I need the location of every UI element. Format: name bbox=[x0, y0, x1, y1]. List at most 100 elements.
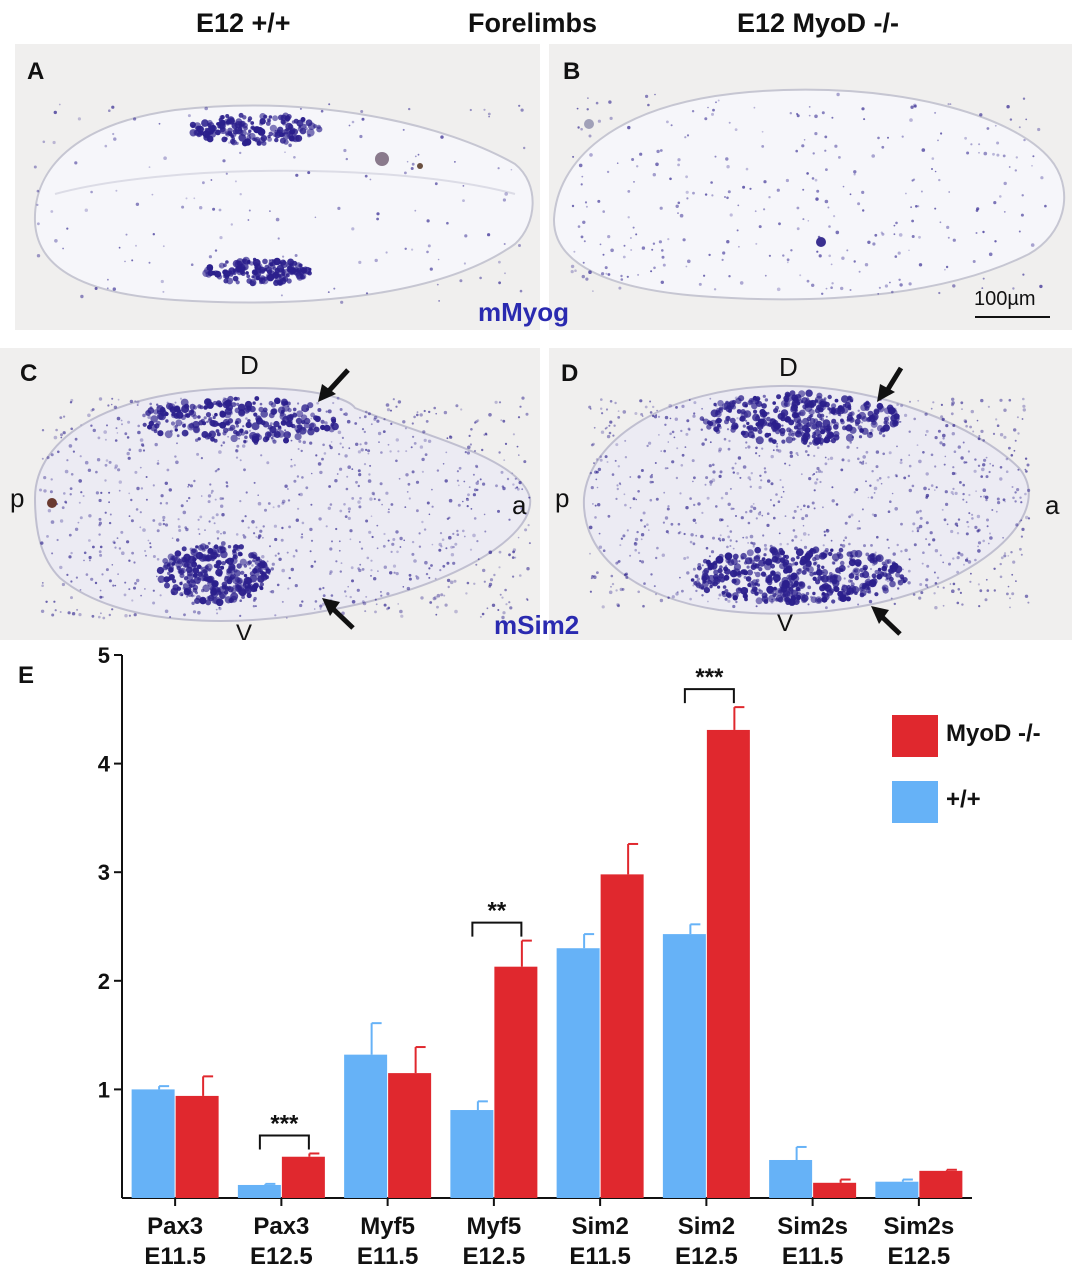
stain-dot bbox=[861, 427, 869, 435]
stain-dot bbox=[405, 450, 408, 453]
stain-dot bbox=[1008, 446, 1011, 450]
stain-dot bbox=[145, 554, 147, 557]
stain-dot bbox=[463, 262, 466, 265]
stain-dot bbox=[819, 480, 822, 484]
stain-dot bbox=[823, 425, 831, 433]
stain-dot bbox=[732, 547, 735, 550]
stain-dot bbox=[877, 569, 881, 573]
stain-dot bbox=[693, 412, 696, 415]
stain-dot bbox=[987, 405, 990, 408]
stain-dot bbox=[367, 412, 371, 416]
stain-dot bbox=[1017, 432, 1020, 435]
stain-dot bbox=[942, 443, 946, 447]
stain-dot bbox=[444, 479, 448, 483]
legend-swatch-mutant bbox=[892, 715, 938, 757]
stain-dot bbox=[373, 417, 377, 421]
stain-dot bbox=[524, 512, 527, 515]
stain-dot bbox=[965, 501, 968, 504]
stain-dot bbox=[683, 557, 687, 560]
x-tick-label-stage: E12.5 bbox=[250, 1243, 313, 1270]
stain-dot bbox=[309, 550, 312, 553]
stain-dot bbox=[728, 121, 731, 124]
stain-dot bbox=[222, 400, 230, 409]
y-tick-label: 3 bbox=[98, 860, 110, 885]
stain-dot bbox=[68, 444, 73, 448]
stain-dot bbox=[45, 600, 48, 603]
stain-dot bbox=[821, 292, 824, 295]
stain-dot bbox=[682, 238, 686, 242]
stain-dot bbox=[163, 576, 170, 583]
stain-dot bbox=[1019, 496, 1022, 499]
stain-dot bbox=[732, 553, 739, 560]
stain-dot bbox=[53, 600, 56, 603]
stain-dot bbox=[213, 522, 216, 525]
stain-dot bbox=[1024, 594, 1029, 598]
stain-dot bbox=[373, 497, 376, 501]
stain-dot bbox=[999, 466, 1003, 469]
stain-dot bbox=[224, 409, 227, 412]
stain-dot bbox=[511, 472, 514, 474]
stain-dot bbox=[971, 517, 974, 520]
stain-dot bbox=[1003, 408, 1007, 412]
stain-dot bbox=[889, 580, 896, 588]
stain-dot bbox=[974, 458, 977, 461]
stain-dot bbox=[90, 409, 94, 412]
stain-dot bbox=[309, 527, 313, 532]
stain-dot bbox=[271, 431, 278, 438]
stain-dot bbox=[668, 403, 672, 408]
stain-dot bbox=[185, 527, 189, 532]
stain-dot bbox=[422, 430, 426, 434]
stain-dot bbox=[1011, 486, 1014, 488]
stain-dot bbox=[589, 408, 592, 410]
stain-dot bbox=[999, 398, 1003, 402]
stain-dot bbox=[370, 569, 373, 572]
stain-dot bbox=[897, 579, 904, 586]
stain-dot bbox=[487, 233, 491, 237]
stain-dot bbox=[976, 207, 980, 211]
stain-dot bbox=[339, 467, 343, 471]
stain-dot bbox=[790, 249, 793, 252]
stain-dot bbox=[136, 400, 140, 404]
stain-dot bbox=[802, 532, 807, 536]
stain-dot bbox=[1015, 156, 1018, 159]
stain-dot bbox=[751, 434, 756, 439]
stain-dot bbox=[761, 145, 765, 148]
stain-dot bbox=[253, 481, 256, 484]
stain-dot bbox=[676, 591, 679, 594]
stain-dot bbox=[71, 612, 76, 616]
stain-dot bbox=[709, 397, 712, 400]
stain-dot bbox=[237, 587, 246, 595]
stain-dot bbox=[147, 407, 155, 414]
stain-dot bbox=[339, 408, 343, 411]
stain-dot bbox=[421, 520, 424, 524]
stain-dot bbox=[999, 477, 1003, 481]
stain-dot bbox=[600, 407, 603, 410]
stain-dot bbox=[945, 502, 949, 506]
stain-dot bbox=[747, 569, 753, 576]
stain-dot bbox=[296, 424, 303, 430]
stain-dot bbox=[440, 135, 444, 139]
stain-dot bbox=[675, 476, 679, 480]
stain-dot bbox=[999, 195, 1002, 198]
stain-dot bbox=[679, 492, 682, 495]
scale-bar-label: 100µm bbox=[974, 288, 1036, 310]
stain-dot bbox=[354, 422, 358, 425]
stain-dot bbox=[1009, 118, 1013, 121]
stain-dot bbox=[377, 570, 379, 572]
stain-dot bbox=[755, 589, 757, 591]
stain-dot bbox=[680, 464, 684, 467]
stain-dot bbox=[1008, 166, 1011, 168]
stain-dot bbox=[281, 501, 285, 505]
stain-dot bbox=[400, 614, 404, 618]
stain-dot bbox=[820, 429, 826, 435]
stain-dot bbox=[50, 453, 54, 457]
stain-dot bbox=[808, 441, 812, 445]
stain-dot bbox=[145, 476, 148, 478]
stain-dot bbox=[937, 139, 939, 142]
stain-dot bbox=[488, 582, 493, 587]
stain-dot bbox=[725, 557, 731, 564]
stain-dot bbox=[709, 480, 713, 484]
stain-dot bbox=[171, 591, 175, 595]
stain-dot bbox=[810, 422, 813, 425]
stain-dot bbox=[785, 436, 793, 444]
